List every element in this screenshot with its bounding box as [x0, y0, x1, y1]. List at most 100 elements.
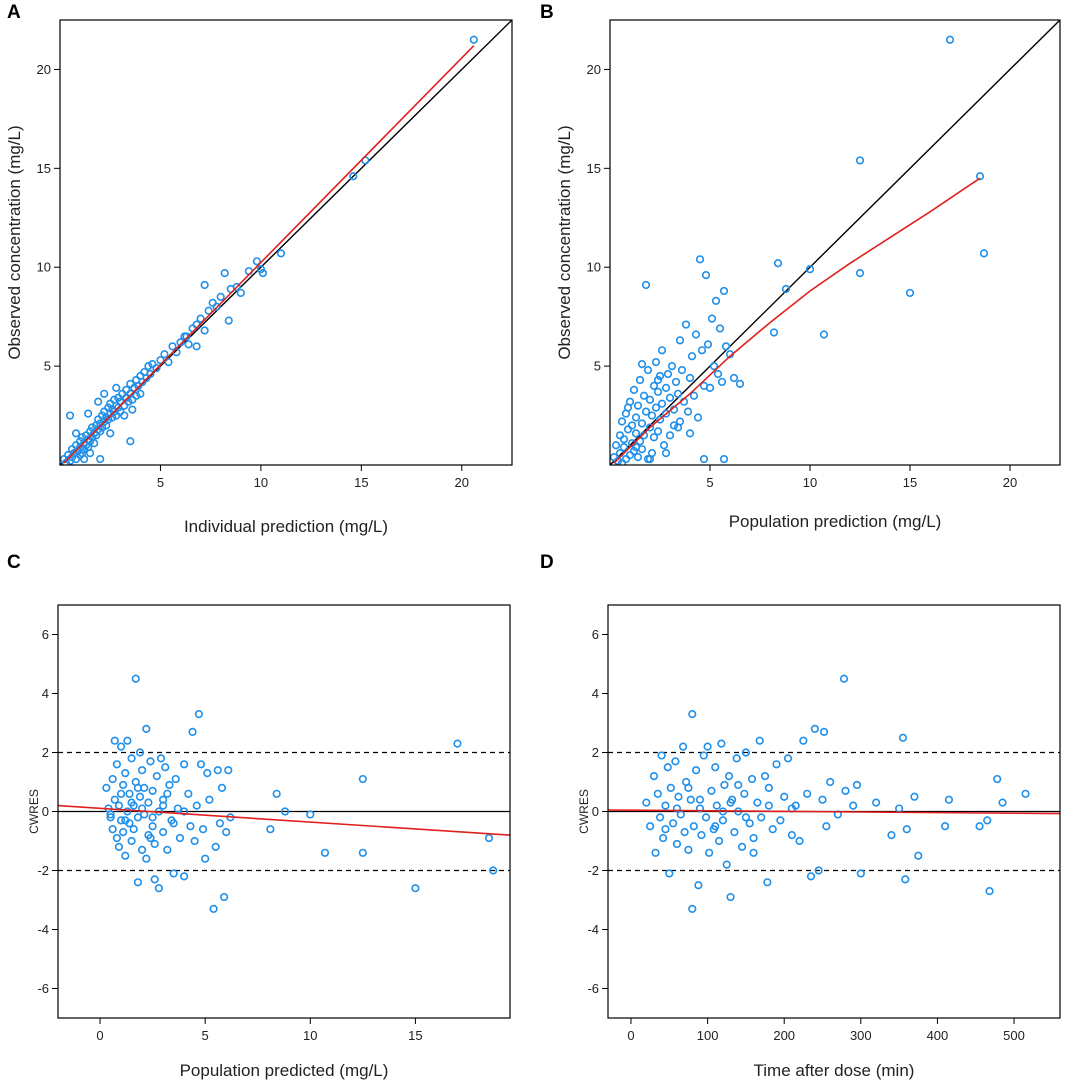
- x-tick-label: 10: [254, 475, 268, 490]
- y-tick-label: -6: [37, 981, 49, 996]
- data-point: [110, 736, 119, 745]
- data-point: [236, 288, 245, 298]
- data-point: [683, 407, 693, 416]
- data-point: [703, 742, 712, 751]
- data-point: [720, 780, 729, 790]
- data-point: [65, 411, 75, 420]
- data-point: [121, 851, 130, 860]
- data-point: [695, 804, 705, 813]
- y-axis-label: Observed concentration (mg/L): [5, 125, 24, 359]
- data-point: [306, 810, 315, 819]
- data-point: [940, 822, 950, 831]
- data-point: [753, 798, 762, 807]
- data-point: [120, 411, 129, 420]
- data-point: [642, 798, 651, 807]
- data-point: [203, 769, 212, 778]
- data-point: [841, 786, 850, 795]
- data-point: [232, 282, 241, 292]
- data-point: [617, 417, 627, 426]
- data-point: [649, 433, 659, 442]
- data-point: [671, 377, 681, 387]
- data-point: [643, 365, 653, 375]
- data-point: [726, 798, 735, 807]
- data-point: [655, 813, 665, 822]
- data-point: [144, 798, 153, 807]
- trend-line: [613, 177, 981, 464]
- data-point: [146, 369, 155, 379]
- panel-label: D: [540, 552, 554, 573]
- data-point: [826, 777, 835, 787]
- data-point: [805, 265, 815, 274]
- y-tick-label: -2: [587, 863, 599, 878]
- x-tick-label: 20: [455, 475, 469, 490]
- data-point: [773, 259, 783, 268]
- data-point: [781, 284, 791, 294]
- data-point: [694, 881, 703, 890]
- data-point: [663, 369, 673, 379]
- y-tick-label: 15: [37, 161, 51, 176]
- data-point: [724, 771, 734, 781]
- data-point: [163, 789, 172, 798]
- identity-line: [610, 20, 1060, 465]
- data-point: [142, 724, 151, 734]
- data-point: [671, 757, 680, 766]
- data-point: [96, 454, 105, 464]
- data-point: [944, 795, 954, 804]
- data-point: [697, 830, 706, 840]
- data-point: [839, 674, 849, 683]
- plot-area: [58, 674, 510, 913]
- data-point: [112, 833, 121, 843]
- data-point: [719, 286, 729, 296]
- data-point: [998, 798, 1007, 807]
- data-point: [71, 429, 81, 438]
- data-point: [975, 172, 985, 181]
- data-point: [685, 429, 695, 438]
- data-point: [711, 763, 720, 772]
- data-point: [86, 449, 95, 458]
- data-point: [669, 421, 679, 430]
- data-point: [150, 875, 159, 884]
- data-point: [717, 377, 727, 387]
- data-point: [905, 288, 915, 298]
- data-point: [200, 280, 209, 290]
- data-point: [975, 822, 984, 831]
- data-point: [692, 766, 701, 775]
- data-point: [711, 822, 720, 831]
- data-point: [160, 350, 169, 359]
- data-point: [118, 389, 127, 398]
- data-point: [137, 766, 147, 775]
- data-point: [116, 742, 126, 751]
- data-point: [625, 451, 635, 460]
- data-point: [822, 822, 831, 831]
- data-point: [611, 441, 621, 450]
- data-point: [757, 813, 766, 822]
- data-point: [651, 358, 661, 367]
- data-point: [163, 845, 172, 854]
- data-point: [901, 875, 910, 884]
- data-point: [196, 314, 205, 323]
- x-tick-label: 200: [773, 1028, 795, 1043]
- data-point: [993, 774, 1002, 784]
- y-tick-label: 5: [44, 359, 51, 374]
- data-point: [127, 836, 136, 846]
- data-point: [631, 429, 641, 438]
- data-point: [180, 760, 189, 769]
- data-point: [619, 435, 629, 444]
- x-tick-label: 15: [354, 475, 368, 490]
- data-point: [121, 769, 130, 778]
- data-point: [126, 437, 135, 446]
- data-point: [852, 780, 862, 790]
- data-point: [219, 892, 229, 902]
- data-point: [135, 792, 145, 801]
- data-point: [684, 845, 693, 854]
- data-point: [856, 869, 865, 878]
- data-point: [699, 751, 708, 760]
- data-point: [86, 437, 95, 446]
- data-point: [661, 383, 671, 392]
- data-point: [712, 801, 721, 810]
- y-tick-label: -2: [37, 863, 49, 878]
- data-point: [150, 839, 159, 849]
- data-point: [204, 306, 213, 315]
- data-point: [133, 783, 142, 793]
- data-point: [106, 810, 115, 819]
